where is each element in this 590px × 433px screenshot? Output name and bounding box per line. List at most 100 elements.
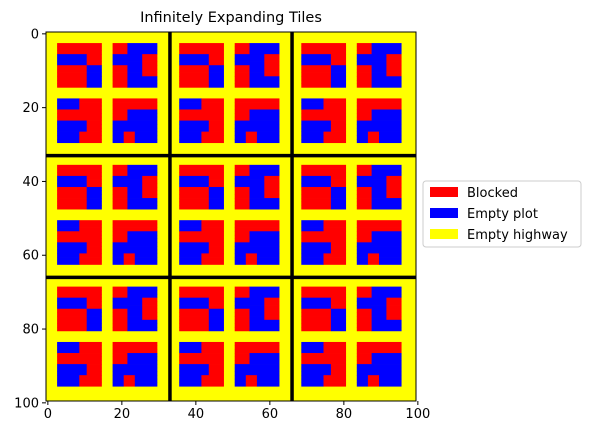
blocked-cell: [264, 190, 280, 195]
chart-title: Infinitely Expanding Tiles: [140, 10, 322, 26]
empty-plot-cell: [112, 183, 143, 188]
blocked-cell: [301, 286, 347, 291]
blocked-cell: [301, 79, 332, 85]
empty-plot-cell: [112, 61, 143, 66]
empty-plot-cell: [301, 139, 324, 144]
empty-plot-cell: [249, 234, 280, 239]
blocked-cell: [367, 139, 380, 144]
empty-plot-cell: [57, 135, 80, 140]
blocked-cell: [142, 175, 158, 180]
blocked-cell: [179, 312, 210, 317]
blocked-cell: [86, 183, 102, 188]
blocked-cell: [367, 253, 380, 258]
blocked-cell: [234, 205, 250, 210]
blocked-cell: [234, 220, 280, 225]
blocked-cell: [330, 175, 347, 180]
blocked-cell: [234, 116, 250, 121]
empty-plot-cell: [234, 131, 247, 136]
blocked-cell: [86, 246, 102, 251]
blocked-cell: [57, 308, 88, 313]
blocked-cell: [208, 179, 224, 184]
empty-plot-cell: [356, 257, 369, 262]
empty-plot-cell: [208, 76, 224, 81]
blocked-cell: [264, 186, 280, 192]
empty-plot-cell: [112, 257, 125, 262]
empty-plot-cell: [112, 242, 158, 247]
empty-plot-cell: [179, 349, 202, 354]
blocked-cell: [323, 378, 347, 383]
blocked-cell: [386, 186, 402, 192]
empty-plot-cell: [356, 242, 402, 247]
blocked-cell: [301, 72, 332, 77]
blocked-cell: [323, 102, 347, 107]
empty-plot-cell: [127, 194, 143, 199]
blocked-cell: [234, 234, 250, 239]
blocked-cell: [142, 312, 158, 317]
blocked-cell: [208, 127, 224, 132]
empty-plot-cell: [301, 375, 324, 380]
empty-plot-cell: [112, 120, 158, 125]
blocked-cell: [356, 109, 372, 114]
empty-plot-cell: [179, 297, 210, 302]
blocked-cell: [264, 316, 280, 321]
empty-plot-cell: [256, 382, 280, 387]
empty-plot-cell: [379, 139, 402, 144]
empty-plot-cell: [112, 305, 143, 310]
empty-plot-cell: [112, 127, 158, 132]
empty-plot-cell: [249, 293, 280, 299]
empty-plot-cell: [127, 113, 158, 118]
empty-plot-cell: [249, 238, 280, 243]
empty-plot-cell: [356, 371, 402, 376]
empty-plot-cell: [208, 198, 224, 203]
blocked-cell: [112, 223, 158, 228]
blocked-cell: [57, 43, 102, 48]
blocked-cell: [323, 220, 347, 225]
blocked-cell: [57, 316, 88, 321]
blocked-cell: [179, 290, 224, 295]
blocked-cell: [79, 378, 102, 383]
blocked-cell: [112, 327, 128, 332]
blocked-cell: [245, 253, 258, 258]
empty-plot-cell: [301, 257, 324, 262]
empty-plot-cell: [249, 68, 265, 73]
blocked-cell: [356, 72, 372, 77]
blocked-cell: [356, 105, 402, 110]
empty-plot-cell: [57, 139, 80, 144]
blocked-cell: [86, 127, 102, 132]
empty-plot-cell: [249, 43, 280, 48]
blocked-cell: [323, 382, 347, 387]
legend-label-empty-plot: Empty plot: [467, 207, 538, 222]
empty-plot-cell: [179, 253, 202, 258]
blocked-cell: [330, 57, 347, 62]
empty-plot-cell: [179, 249, 210, 254]
y-tick-label: 40: [22, 175, 39, 190]
blocked-cell: [208, 297, 224, 302]
empty-plot-cell: [356, 364, 402, 369]
empty-plot-cell: [179, 127, 210, 132]
blocked-cell: [356, 198, 372, 203]
empty-plot-cell: [249, 50, 280, 55]
blocked-cell: [367, 257, 380, 262]
empty-plot-cell: [330, 194, 347, 199]
empty-plot-cell: [371, 293, 402, 299]
empty-plot-cell: [301, 378, 324, 383]
blocked-cell: [330, 364, 347, 369]
blocked-cell: [201, 345, 224, 350]
empty-plot-cell: [86, 79, 102, 85]
blocked-cell: [179, 327, 210, 332]
blocked-cell: [112, 102, 158, 107]
empty-plot-cell: [179, 257, 202, 262]
blocked-cell: [234, 293, 250, 299]
blocked-cell: [179, 198, 210, 203]
empty-plot-cell: [112, 378, 125, 383]
empty-plot-cell: [179, 220, 202, 225]
empty-plot-cell: [234, 120, 280, 125]
empty-plot-cell: [57, 105, 80, 110]
blocked-cell: [323, 345, 347, 350]
blocked-cell: [208, 54, 224, 59]
empty-plot-cell: [249, 79, 280, 85]
empty-plot-cell: [249, 327, 280, 332]
x-axis: 0 20 40 60 80 100: [44, 401, 430, 422]
empty-plot-cell: [112, 131, 125, 136]
blocked-cell: [386, 65, 402, 70]
